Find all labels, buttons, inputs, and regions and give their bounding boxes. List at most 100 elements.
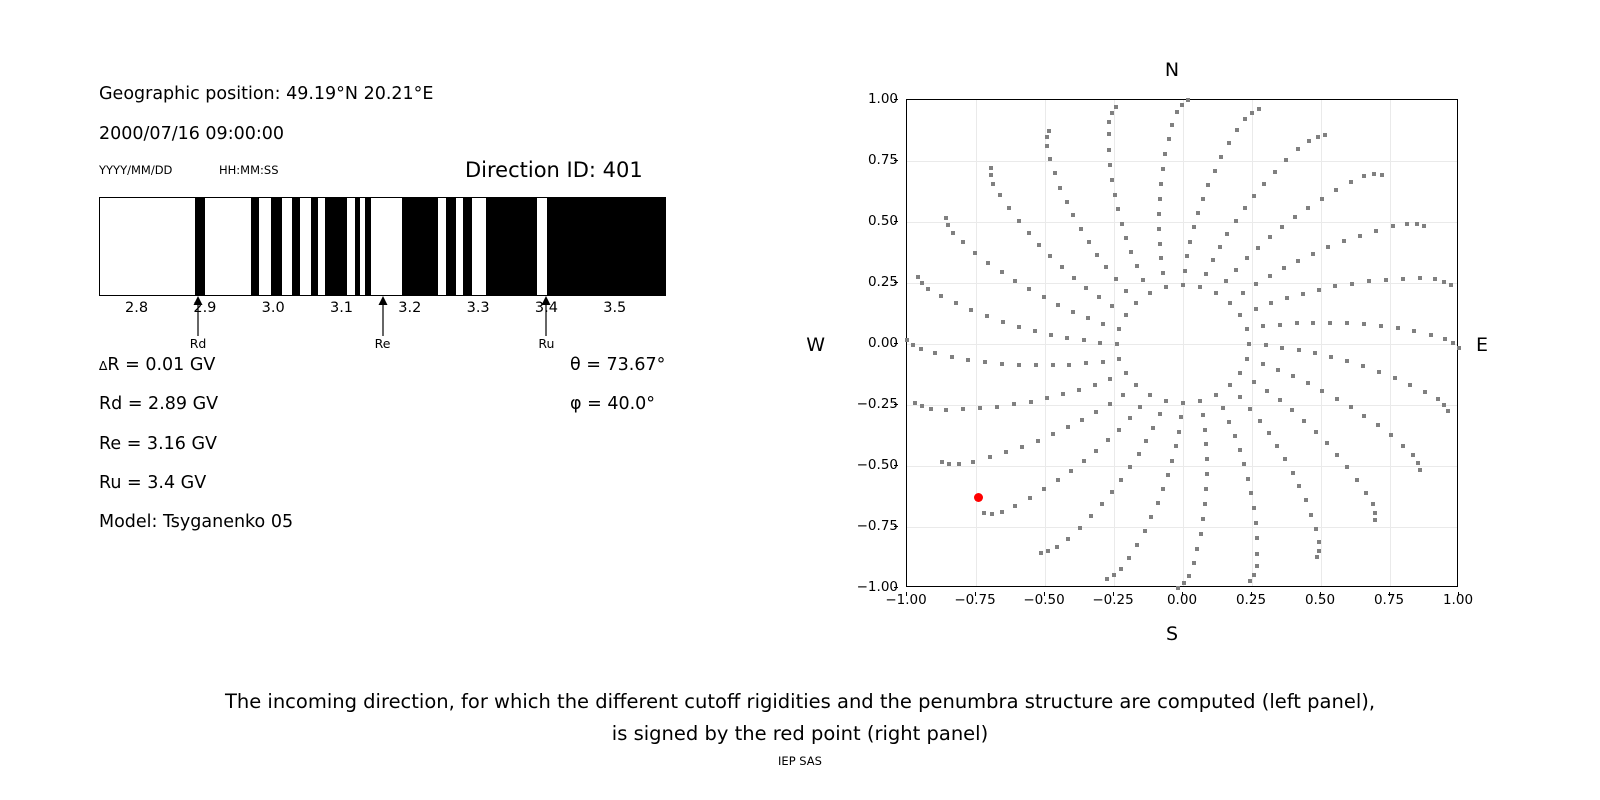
direction-sample-dot <box>1068 468 1073 473</box>
direction-sample-dot <box>1081 459 1086 464</box>
direction-sample-dot <box>1261 324 1266 329</box>
direction-sample-dot <box>1046 549 1051 554</box>
tick-mark <box>1320 592 1321 596</box>
direction-sample-dot <box>1320 388 1325 393</box>
direction-sample-dot <box>1412 329 1417 334</box>
direction-map-x-tick-label: −0.50 <box>1023 592 1065 608</box>
penumbra-plot <box>99 197 666 296</box>
direction-sample-dot <box>1114 105 1119 110</box>
direction-sample-dot <box>1052 171 1057 176</box>
direction-sample-dot <box>1071 213 1076 218</box>
direction-sample-dot <box>1349 281 1354 286</box>
footer-credit: IEP SAS <box>778 754 822 768</box>
penumbra-x-tick-label: 3.3 <box>466 300 490 316</box>
direction-sample-dot <box>1388 433 1393 438</box>
direction-sample-dot <box>1329 355 1334 360</box>
direction-sample-dot <box>1302 418 1306 423</box>
parameter-row: Re = 3.16 GV <box>99 434 217 454</box>
direction-sample-dot <box>1415 461 1420 466</box>
direction-sample-dot <box>1198 398 1203 403</box>
gridline-vertical <box>1321 100 1322 586</box>
direction-sample-dot <box>1050 432 1055 437</box>
direction-sample-dot <box>1328 320 1333 325</box>
direction-sample-dot <box>1198 285 1203 290</box>
direction-sample-dot <box>1045 135 1050 140</box>
direction-sample-dot <box>1012 503 1017 508</box>
direction-sample-dot <box>1262 181 1267 186</box>
direction-sample-dot <box>1065 425 1070 430</box>
direction-sample-dot <box>1107 147 1112 152</box>
direction-sample-dot <box>999 509 1004 514</box>
direction-sample-dot <box>1119 477 1124 482</box>
direction-sample-dot <box>960 240 965 245</box>
direction-sample-dot <box>1357 233 1362 238</box>
penumbra-x-tick-label: 3.2 <box>398 300 422 316</box>
gridline-vertical <box>1045 100 1046 586</box>
direction-sample-dot <box>1166 473 1171 478</box>
direction-sample-dot <box>1048 332 1053 337</box>
direction-sample-dot <box>1311 320 1316 325</box>
direction-sample-dot <box>1268 235 1272 240</box>
direction-sample-dot <box>1105 438 1110 443</box>
direction-sample-dot <box>1417 276 1422 281</box>
direction-sample-dot <box>1401 443 1406 448</box>
direction-sample-dot <box>1254 536 1259 541</box>
direction-sample-dot <box>1242 462 1247 467</box>
direction-sample-dot <box>932 351 937 356</box>
direction-sample-dot <box>1195 210 1200 215</box>
penumbra-band <box>463 198 473 295</box>
direction-sample-dot <box>1410 453 1415 458</box>
direction-sample-dot <box>1089 514 1094 519</box>
direction-sample-dot <box>998 193 1003 198</box>
direction-sample-dot <box>1361 322 1366 327</box>
direction-map-plot <box>905 98 1461 590</box>
direction-sample-dot <box>1266 431 1271 436</box>
direction-sample-dot <box>1243 116 1248 121</box>
direction-sample-dot <box>951 230 956 235</box>
direction-sample-dot <box>1170 458 1175 463</box>
direction-sample-dot <box>1200 196 1205 201</box>
direction-sample-dot <box>1333 284 1338 289</box>
direction-sample-dot <box>1101 321 1106 326</box>
direction-map-x-tick-label: −1.00 <box>885 592 927 608</box>
direction-sample-dot <box>1142 529 1147 534</box>
direction-sample-dot <box>1255 551 1260 556</box>
selected-direction-marker[interactable] <box>974 493 984 503</box>
direction-sample-dot <box>1366 279 1371 284</box>
direction-map-x-tick-label: −0.75 <box>954 592 996 608</box>
direction-sample-dot <box>1117 427 1122 432</box>
direction-sample-dot <box>1144 439 1149 444</box>
direction-sample-dot <box>1223 279 1228 284</box>
direction-sample-dot <box>1422 223 1427 228</box>
direction-sample-dot <box>983 359 988 364</box>
penumbra-x-tick-label: 3.5 <box>603 300 627 316</box>
direction-sample-dot <box>1104 576 1109 581</box>
direction-sample-dot <box>1204 486 1209 491</box>
gridline-horizontal <box>907 466 1457 467</box>
penumbra-x-tick-label: 3.1 <box>329 300 354 316</box>
direction-sample-dot <box>1280 345 1285 350</box>
direction-sample-dot <box>1081 338 1086 343</box>
direction-sample-dot <box>1124 236 1129 241</box>
direction-sample-dot <box>1253 521 1258 526</box>
direction-sample-dot <box>1377 369 1382 374</box>
direction-sample-dot <box>1247 578 1252 583</box>
direction-sample-dot <box>1235 127 1240 132</box>
direction-sample-dot <box>1147 392 1152 397</box>
direction-sample-dot <box>1251 506 1256 511</box>
direction-sample-dot <box>1123 371 1128 376</box>
direction-sample-dot <box>1097 295 1101 300</box>
direction-sample-dot <box>905 337 910 342</box>
direction-sample-dot <box>1107 119 1112 124</box>
direction-sample-dot <box>1313 429 1318 434</box>
direction-sample-dot <box>1395 326 1400 331</box>
direction-sample-dot <box>1446 409 1451 414</box>
direction-sample-dot <box>1374 228 1379 233</box>
direction-sample-dot <box>1264 388 1269 393</box>
direction-sample-dot <box>1251 379 1256 384</box>
direction-sample-dot <box>1300 291 1305 296</box>
direction-map-y-tick-label: −0.50 <box>856 457 898 473</box>
gridline-horizontal <box>907 222 1457 223</box>
direction-sample-dot <box>1202 427 1207 432</box>
direction-sample-dot <box>1260 362 1265 367</box>
